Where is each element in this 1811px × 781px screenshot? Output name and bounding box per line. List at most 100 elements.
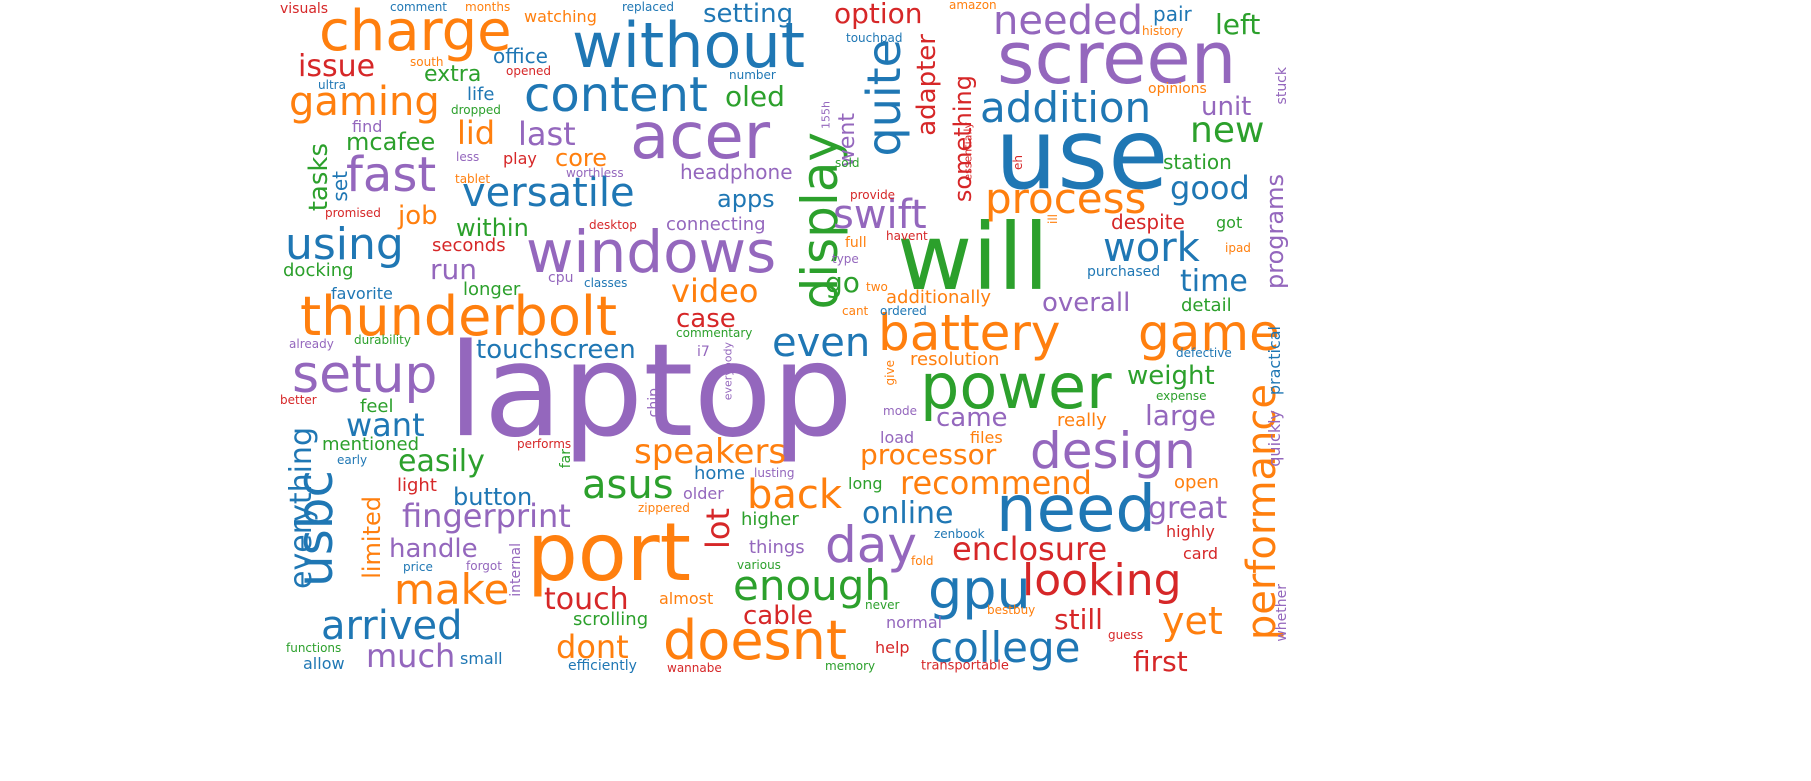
word-set: set — [328, 171, 352, 202]
word-provide: provide — [850, 188, 896, 202]
word-highly: highly — [1166, 522, 1215, 541]
word-station: station — [1163, 150, 1232, 174]
word-content: content — [524, 67, 708, 123]
word-mentioned: mentioned — [322, 434, 419, 455]
word-light: light — [397, 475, 437, 496]
word-card: card — [1183, 544, 1219, 563]
word-despite: despite — [1111, 210, 1185, 234]
word-back: back — [747, 472, 843, 518]
word-screen: screen — [997, 16, 1237, 100]
word-yet: yet — [1162, 599, 1223, 643]
word-within: within — [456, 214, 529, 242]
word-day: day — [825, 516, 917, 574]
word-fingerprint: fingerprint — [402, 497, 571, 535]
word-number: number — [729, 68, 776, 82]
word-touchscreen: touchscreen — [476, 335, 636, 365]
word-swift: swift — [833, 192, 927, 238]
word-everything: everything — [284, 427, 319, 589]
word-limited: limited — [358, 495, 386, 579]
word-visuals: visuals — [280, 1, 329, 17]
word-wannabe: wannabe — [667, 661, 722, 675]
word-process: process — [985, 174, 1147, 223]
word-practical: practical — [1265, 326, 1284, 396]
word-enough: enough — [733, 561, 892, 610]
word-eh: eh — [1011, 154, 1025, 170]
word-better: better — [280, 393, 317, 407]
word-havent: havent — [886, 229, 928, 243]
word-programs: programs — [1261, 174, 1289, 290]
word-time: time — [1180, 264, 1248, 299]
word-expense: expense — [1156, 389, 1207, 403]
word-good: good — [1170, 169, 1250, 207]
word-small: small — [460, 649, 503, 668]
word-durability: durability — [354, 333, 411, 347]
word-core: core — [555, 144, 607, 172]
word-sold: sold — [835, 156, 860, 170]
word-opinions: opinions — [1148, 81, 1207, 97]
word-open: open — [1174, 472, 1219, 493]
word-quickly: quickly — [1265, 410, 1284, 467]
word-long: long — [848, 474, 883, 493]
word-memory: memory — [825, 659, 876, 673]
word-home: home — [694, 463, 746, 484]
word-large: large — [1145, 399, 1216, 432]
word-docking: docking — [283, 260, 354, 281]
word-give: give — [883, 360, 897, 386]
word-design: design — [1030, 422, 1196, 480]
word-fast: fast — [346, 147, 437, 203]
word-opened: opened — [506, 64, 551, 78]
word-connecting: connecting — [666, 214, 766, 235]
word-handle: handle — [389, 534, 478, 564]
word-cant: cant — [842, 304, 869, 318]
word-promised: promised — [325, 206, 381, 220]
word-port: port — [527, 506, 691, 599]
word-oled: oled — [725, 80, 785, 113]
word-still: still — [1054, 603, 1103, 636]
word-stuck: stuck — [1274, 67, 1290, 105]
word-i7: i7 — [697, 344, 710, 360]
word-guess: guess — [1108, 628, 1144, 642]
word-life: life — [467, 84, 495, 105]
word-pair: pair — [1153, 2, 1192, 26]
word-less: less — [456, 150, 480, 164]
word-gaming: gaming — [289, 79, 440, 125]
word-almost: almost — [659, 589, 714, 608]
word-need: need — [996, 473, 1156, 547]
word-feel: feel — [360, 396, 394, 417]
word-help: help — [875, 638, 910, 657]
word-internal: internal — [508, 543, 524, 597]
word-issue: issue — [298, 49, 376, 84]
word-scrolling: scrolling — [573, 609, 649, 630]
word-setup: setup — [292, 345, 438, 405]
word-headphone: headphone — [680, 160, 793, 184]
word-charge: charge — [319, 0, 512, 64]
word-defective: defective — [1176, 346, 1232, 360]
word-video: video — [671, 272, 759, 310]
word-will: will — [897, 204, 1049, 311]
word-older: older — [683, 484, 724, 503]
word-online: online — [862, 496, 954, 531]
word-battery: battery — [878, 304, 1061, 362]
word-play: play — [503, 149, 537, 168]
word-seconds: seconds — [432, 235, 506, 256]
word-touchpad: touchpad — [846, 31, 903, 45]
word-price: price — [403, 560, 433, 574]
word-doesnt: doesnt — [663, 609, 848, 672]
word-ill: ill — [1046, 213, 1060, 224]
word-gpu: gpu — [928, 558, 1031, 621]
word-detail: detail — [1181, 295, 1232, 316]
word-speakers: speakers — [634, 432, 787, 472]
word-forgot: forgot — [466, 559, 502, 573]
word-find: find — [352, 117, 383, 136]
word-looking: looking — [1022, 555, 1182, 606]
word-essentially: essentially — [961, 122, 975, 182]
word-lot: lot — [699, 508, 737, 550]
word-full: full — [845, 235, 867, 251]
word-load: load — [880, 428, 915, 447]
word-much: much — [366, 637, 456, 675]
word-addition: addition — [980, 83, 1152, 132]
word-go: go — [825, 266, 860, 299]
word-work: work — [1103, 225, 1200, 271]
word-asus: asus — [582, 462, 674, 508]
